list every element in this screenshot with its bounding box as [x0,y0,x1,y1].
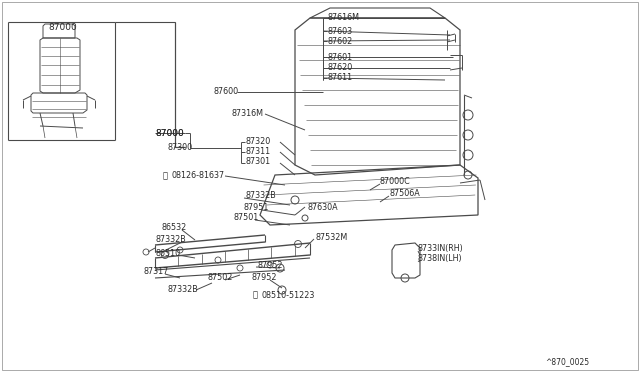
Text: 86532: 86532 [162,224,188,232]
Text: 87301: 87301 [246,157,271,167]
Text: 87332B: 87332B [168,285,199,295]
Text: 87000: 87000 [155,128,184,138]
Text: 87952: 87952 [252,273,278,282]
Text: 87630A: 87630A [307,202,338,212]
Text: 87951: 87951 [243,202,268,212]
Text: 8738IN(LH): 8738IN(LH) [418,254,463,263]
Text: 87600: 87600 [213,87,238,96]
Text: Ⓑ: Ⓑ [163,171,168,180]
Text: 87320: 87320 [246,138,271,147]
Text: 08510-51223: 08510-51223 [262,291,316,299]
Text: 86510: 86510 [155,248,180,257]
Text: 87502: 87502 [207,273,232,282]
Text: 87000: 87000 [48,23,77,32]
Text: 87000: 87000 [155,128,184,138]
Text: 87501: 87501 [233,214,259,222]
Text: 87332B: 87332B [246,190,276,199]
Text: 87603: 87603 [327,26,352,35]
Text: 87601: 87601 [327,52,352,61]
Text: 87532M: 87532M [316,232,348,241]
Text: 87602: 87602 [327,36,352,45]
Text: 87316M: 87316M [232,109,264,119]
Text: 87332B: 87332B [155,235,186,244]
Text: 87311: 87311 [246,148,271,157]
Text: 87317: 87317 [143,267,168,276]
Text: 87620: 87620 [327,64,352,73]
Text: Ⓑ: Ⓑ [253,291,258,299]
Text: 87300: 87300 [168,144,193,153]
Text: ^870_0025: ^870_0025 [545,357,589,366]
Text: 87611: 87611 [327,74,352,83]
Text: 87506A: 87506A [389,189,420,199]
Text: 87000C: 87000C [380,177,411,186]
Text: 8733IN(RH): 8733IN(RH) [418,244,464,253]
Text: 87952: 87952 [258,260,284,269]
Text: 87616M: 87616M [327,13,359,22]
Text: 08126-81637: 08126-81637 [172,171,225,180]
